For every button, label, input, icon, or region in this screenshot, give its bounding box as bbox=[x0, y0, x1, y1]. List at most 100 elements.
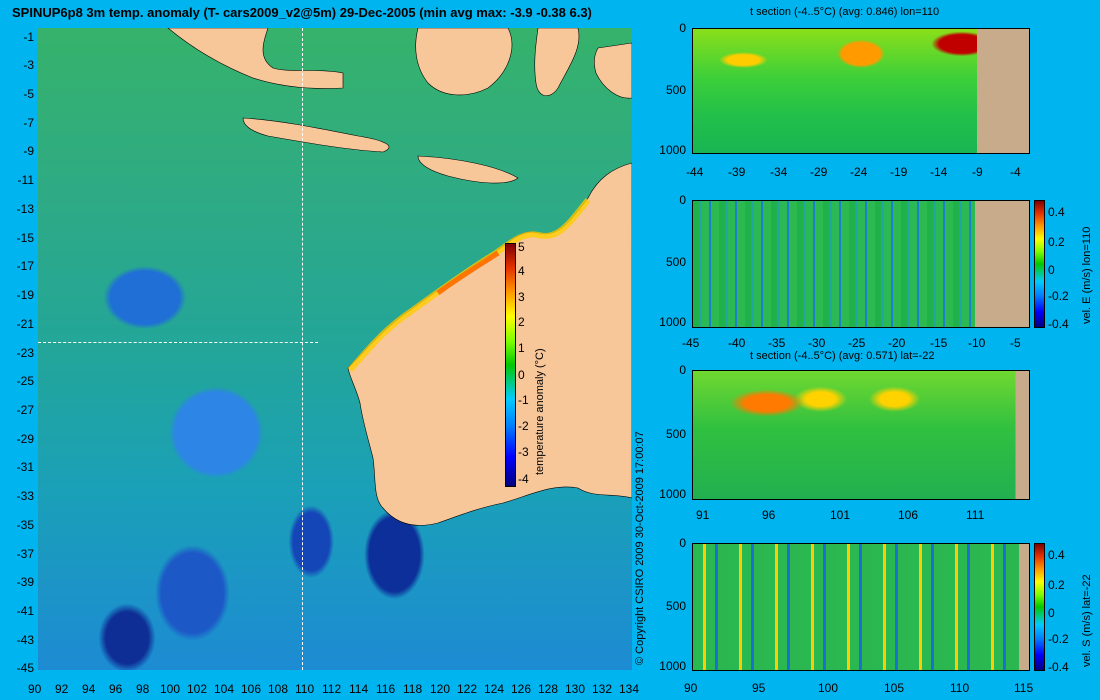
lon-tick: 130 bbox=[565, 682, 586, 696]
panel1-ytick: 500 bbox=[665, 83, 686, 97]
lat-tick: -9 bbox=[23, 144, 34, 158]
land-sulawesi bbox=[534, 28, 580, 96]
panel2-xtick: -45 bbox=[682, 336, 700, 350]
temperature-anomaly-map bbox=[38, 28, 632, 670]
panel4-ytick: 1000 bbox=[659, 659, 686, 673]
lat-tick: -13 bbox=[16, 202, 34, 216]
land-timor bbox=[417, 155, 519, 184]
land-borneo bbox=[415, 28, 513, 96]
lat-tick: -5 bbox=[23, 87, 34, 101]
lon-tick: 94 bbox=[82, 682, 96, 696]
lat-tick: -7 bbox=[23, 116, 34, 130]
lon-tick: 120 bbox=[430, 682, 451, 696]
lat-tick: -27 bbox=[16, 403, 34, 417]
colorbar-tick: 3 bbox=[518, 290, 525, 304]
panel1-xtick: -14 bbox=[930, 165, 948, 179]
lat-tick: -37 bbox=[16, 547, 34, 561]
colorbar-tick: -0.2 bbox=[1048, 289, 1069, 303]
panel2-xtick: -20 bbox=[888, 336, 906, 350]
panel2-ytick: 500 bbox=[665, 255, 686, 269]
land-new-guinea bbox=[593, 42, 632, 99]
panel4-xtick: 115 bbox=[1014, 681, 1034, 695]
panel4-xtick: 95 bbox=[752, 681, 766, 695]
colorbar-tick: 0.4 bbox=[1048, 205, 1065, 219]
lat-tick: -25 bbox=[16, 374, 34, 388]
lat-tick: -43 bbox=[16, 633, 34, 647]
colorbar-tick: 5 bbox=[518, 240, 525, 254]
colorbar-tick: 2 bbox=[518, 315, 525, 329]
map-svg bbox=[167, 28, 632, 526]
panel2-ytick: 0 bbox=[679, 193, 686, 207]
lon-tick: 104 bbox=[214, 682, 235, 696]
colorbar-tick: 4 bbox=[518, 264, 525, 278]
panel2-colorbar bbox=[1034, 200, 1045, 328]
lat-tick: -45 bbox=[16, 661, 34, 675]
lat-tick: -29 bbox=[16, 432, 34, 446]
lon-tick: 132 bbox=[592, 682, 613, 696]
colorbar-tick: -0.2 bbox=[1048, 632, 1069, 646]
panel2-xtick: -15 bbox=[930, 336, 948, 350]
panel4-ytick: 500 bbox=[665, 599, 686, 613]
lon-tick: 102 bbox=[187, 682, 208, 696]
colorbar-tick: 0 bbox=[1048, 606, 1055, 620]
land-australia bbox=[347, 162, 632, 526]
lon-tick: 128 bbox=[538, 682, 559, 696]
lat-tick: -11 bbox=[17, 173, 34, 187]
colorbar-tick: 0 bbox=[1048, 263, 1055, 277]
lon-tick: 134 bbox=[619, 682, 640, 696]
lat-tick: -39 bbox=[16, 575, 34, 589]
colorbar-tick: 0.2 bbox=[1048, 235, 1065, 249]
colorbar-tick: -0.4 bbox=[1048, 317, 1069, 331]
panel1-xtick: -29 bbox=[810, 165, 828, 179]
panel1-title: t section (-4..5°C) (avg: 0.846) lon=110 bbox=[750, 6, 940, 18]
panel4-xtick: 110 bbox=[950, 681, 970, 695]
panel3-temp-section-lat bbox=[692, 370, 1030, 500]
panel4-xaxis: 90 95 100 105 110 115 bbox=[682, 681, 1034, 696]
lon-tick: 90 bbox=[28, 682, 42, 696]
panel3-ytick: 0 bbox=[679, 363, 686, 377]
panel3-ytick: 500 bbox=[665, 427, 686, 441]
lon-tick: 96 bbox=[109, 682, 123, 696]
colorbar-tick: 0 bbox=[518, 368, 525, 382]
lat-tick: -35 bbox=[16, 518, 34, 532]
panel2-xtick: -35 bbox=[768, 336, 786, 350]
panel2-xtick: -30 bbox=[808, 336, 826, 350]
panel1-xtick: -9 bbox=[972, 165, 983, 179]
lat-tick: -33 bbox=[16, 489, 34, 503]
lat-tick: -19 bbox=[16, 288, 34, 302]
panel3-xtick: 96 bbox=[762, 508, 776, 522]
colorbar-tick: 0.4 bbox=[1048, 548, 1065, 562]
lat-axis: -1 -3 -5 -7 -9 -11 -13 -15 -17 -19 -21 -… bbox=[0, 28, 36, 674]
panel2-xtick: -40 bbox=[728, 336, 746, 350]
panel4-xtick: 100 bbox=[818, 681, 839, 695]
lon-tick: 110 bbox=[295, 682, 315, 696]
panel3-xtick: 111 bbox=[966, 508, 985, 522]
panel4-colorbar-label: vel. S (m/s) lat=-22 bbox=[1081, 574, 1093, 667]
panel2-colorbar-ticks: 0.4 0.2 0 -0.2 -0.4 bbox=[1048, 200, 1078, 330]
colorbar-tick: -1 bbox=[518, 393, 529, 407]
lon-section-line bbox=[302, 28, 303, 670]
lat-tick: -21 bbox=[16, 317, 34, 331]
panel3-xtick: 101 bbox=[830, 508, 851, 522]
lon-tick: 92 bbox=[55, 682, 69, 696]
lon-tick: 106 bbox=[241, 682, 262, 696]
colorbar-tick: 1 bbox=[518, 341, 525, 355]
panel4-xtick: 105 bbox=[884, 681, 905, 695]
map-colorbar bbox=[505, 243, 516, 487]
lon-tick: 108 bbox=[268, 682, 289, 696]
lon-tick: 118 bbox=[403, 682, 423, 696]
panel2-xaxis: -45 -40 -35 -30 -25 -20 -15 -10 -5 bbox=[680, 337, 1030, 351]
map-colorbar-label: temperature anomaly (°C) bbox=[534, 348, 546, 475]
lon-tick: 124 bbox=[484, 682, 505, 696]
panel2-vel-east-lon bbox=[692, 200, 1030, 328]
panel2-colorbar-label: vel. E (m/s) lon=110 bbox=[1081, 226, 1093, 324]
panel1-xtick: -4 bbox=[1010, 165, 1021, 179]
panel3-xtick: 106 bbox=[898, 508, 919, 522]
panel3-ytick: 1000 bbox=[659, 487, 686, 501]
panel1-xaxis: -44 -39 -34 -29 -24 -19 -14 -9 -4 bbox=[680, 166, 1030, 180]
panel1-ytick: 0 bbox=[679, 21, 686, 35]
panel3-xaxis: 91 96 101 106 111 bbox=[690, 509, 1030, 523]
panel4-colorbar-ticks: 0.4 0.2 0 -0.2 -0.4 bbox=[1048, 543, 1078, 673]
lat-section-line bbox=[38, 342, 318, 343]
panel1-ytick: 1000 bbox=[659, 143, 686, 157]
